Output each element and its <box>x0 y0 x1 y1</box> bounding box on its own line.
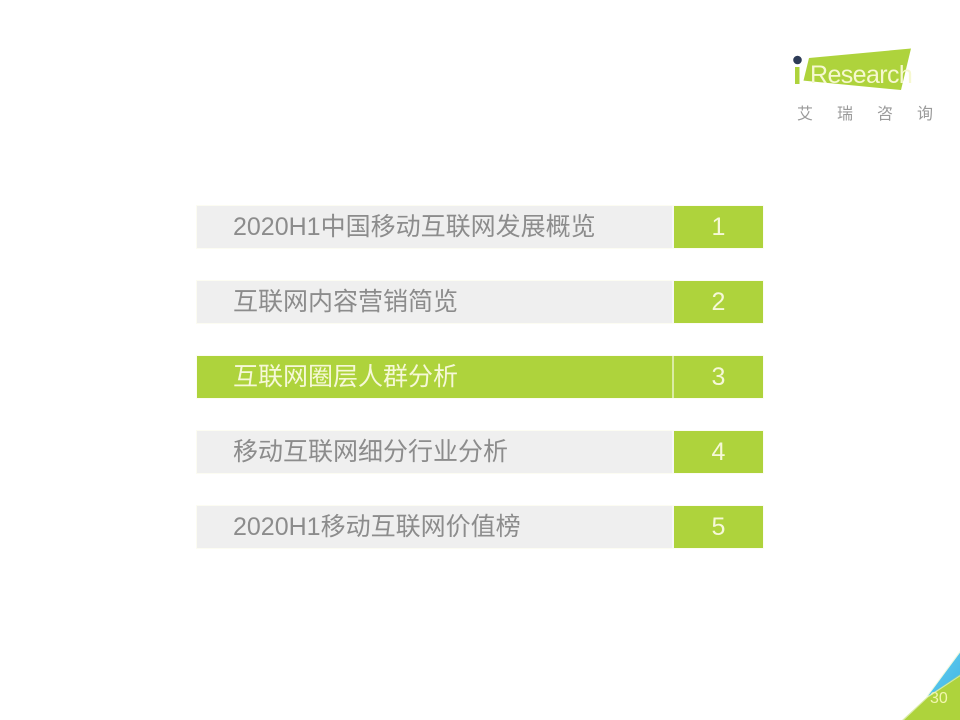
svg-text:Research: Research <box>810 61 912 89</box>
